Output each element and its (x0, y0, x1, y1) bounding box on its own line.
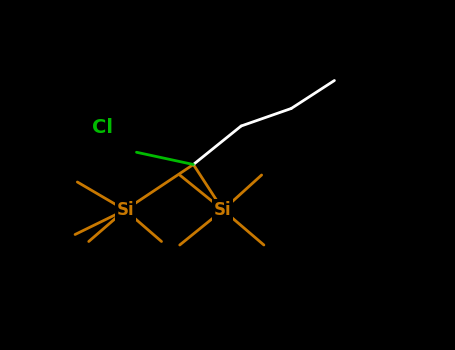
Text: Cl: Cl (92, 118, 113, 137)
Text: Si: Si (116, 201, 134, 219)
Text: Si: Si (214, 201, 232, 219)
